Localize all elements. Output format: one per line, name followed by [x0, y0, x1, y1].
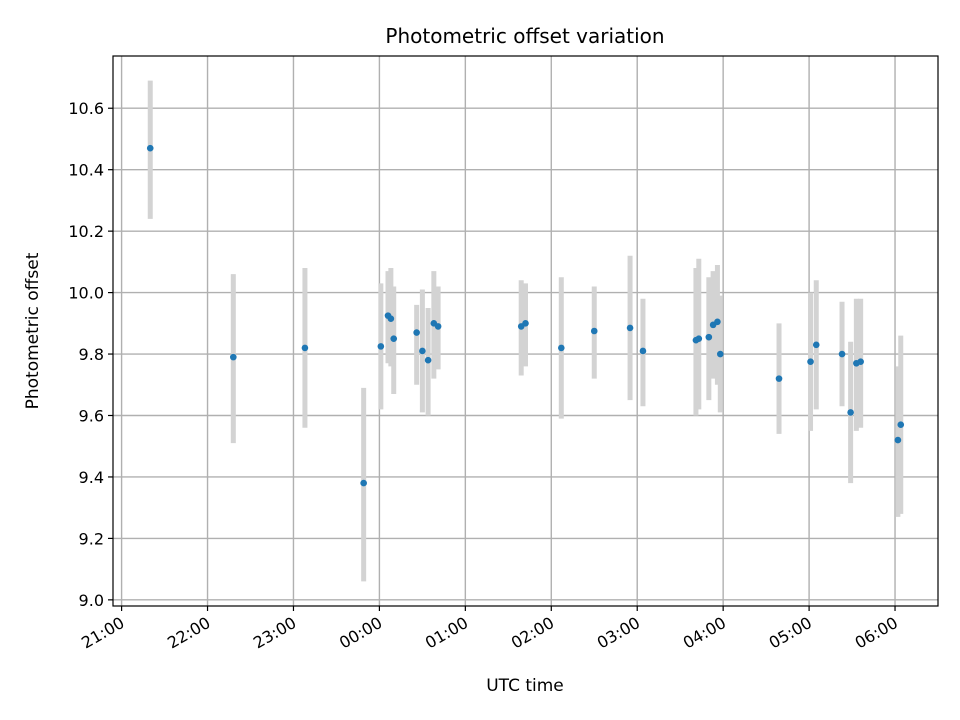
- data-point: [807, 358, 814, 366]
- y-tick-label: 10.2: [68, 222, 104, 241]
- y-tick-label: 10.6: [68, 99, 104, 118]
- point-layer: [146, 144, 905, 487]
- data-point: [705, 333, 713, 341]
- data-point: [716, 350, 724, 358]
- data-point: [377, 343, 385, 350]
- data-point: [838, 350, 846, 358]
- x-tick-label: 23:00: [250, 613, 299, 653]
- data-point: [230, 353, 237, 361]
- data-point: [419, 347, 426, 355]
- data-point: [413, 329, 420, 336]
- data-point: [775, 375, 783, 382]
- y-tick-label: 10.0: [68, 284, 104, 303]
- x-tick-label: 01:00: [422, 613, 471, 653]
- x-tick-label: 21:00: [78, 613, 127, 653]
- y-axis-label: Photometric offset: [23, 252, 43, 409]
- data-point: [897, 421, 905, 429]
- data-point: [714, 318, 721, 326]
- data-point: [639, 347, 647, 355]
- y-tick-label: 9.0: [79, 591, 104, 610]
- tick-layer: 9.0 9.2 9.4 9.6 9.8 10.0 10.2 10.4 10.6 21:00 22:0…: [68, 99, 901, 652]
- y-tick-label: 9.2: [79, 529, 104, 548]
- y-tick-label: 9.6: [79, 406, 104, 425]
- x-tick-label: 03:00: [594, 613, 643, 653]
- y-tick-label: 10.4: [68, 161, 104, 180]
- data-point: [522, 320, 529, 327]
- data-point: [387, 315, 395, 323]
- data-point: [301, 344, 309, 352]
- x-axis-label: UTC time: [486, 676, 564, 696]
- data-point: [894, 436, 902, 444]
- y-tick-label: 9.4: [79, 468, 104, 487]
- data-point: [434, 323, 442, 330]
- x-tick-label: 06:00: [852, 613, 901, 653]
- y-tick-label: 9.8: [79, 345, 104, 364]
- data-point: [847, 409, 854, 416]
- x-tick-label: 02:00: [508, 613, 557, 653]
- data-point: [146, 144, 154, 152]
- plot-frame: [112, 55, 939, 607]
- errorbar-layer: [147, 80, 904, 582]
- data-point: [695, 335, 703, 342]
- data-point: [626, 324, 634, 332]
- x-tick-label: 00:00: [336, 613, 385, 653]
- x-tick-label: 04:00: [680, 613, 729, 653]
- data-point: [812, 341, 820, 349]
- data-point: [558, 344, 565, 352]
- x-tick-label: 22:00: [164, 613, 213, 653]
- data-point: [857, 358, 864, 366]
- data-point: [424, 356, 432, 364]
- data-point: [360, 479, 367, 487]
- data-point: [590, 327, 598, 335]
- data-point: [390, 335, 398, 342]
- x-tick-label: 05:00: [766, 613, 815, 653]
- chart-title: Photometric offset variation: [385, 24, 664, 48]
